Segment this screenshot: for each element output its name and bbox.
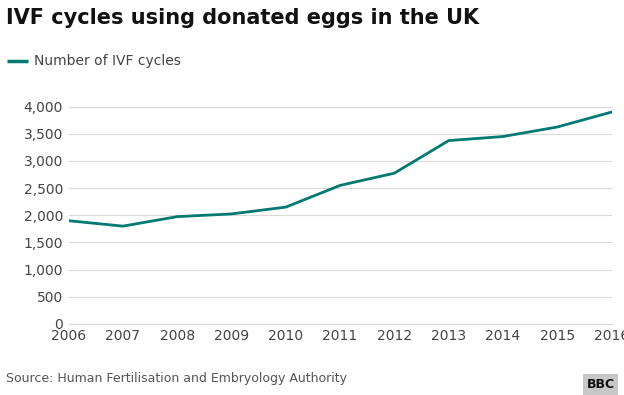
Text: Number of IVF cycles: Number of IVF cycles [34,54,181,68]
Text: BBC: BBC [587,378,615,391]
Text: IVF cycles using donated eggs in the UK: IVF cycles using donated eggs in the UK [6,8,479,28]
Text: Source: Human Fertilisation and Embryology Authority: Source: Human Fertilisation and Embryolo… [6,372,347,385]
